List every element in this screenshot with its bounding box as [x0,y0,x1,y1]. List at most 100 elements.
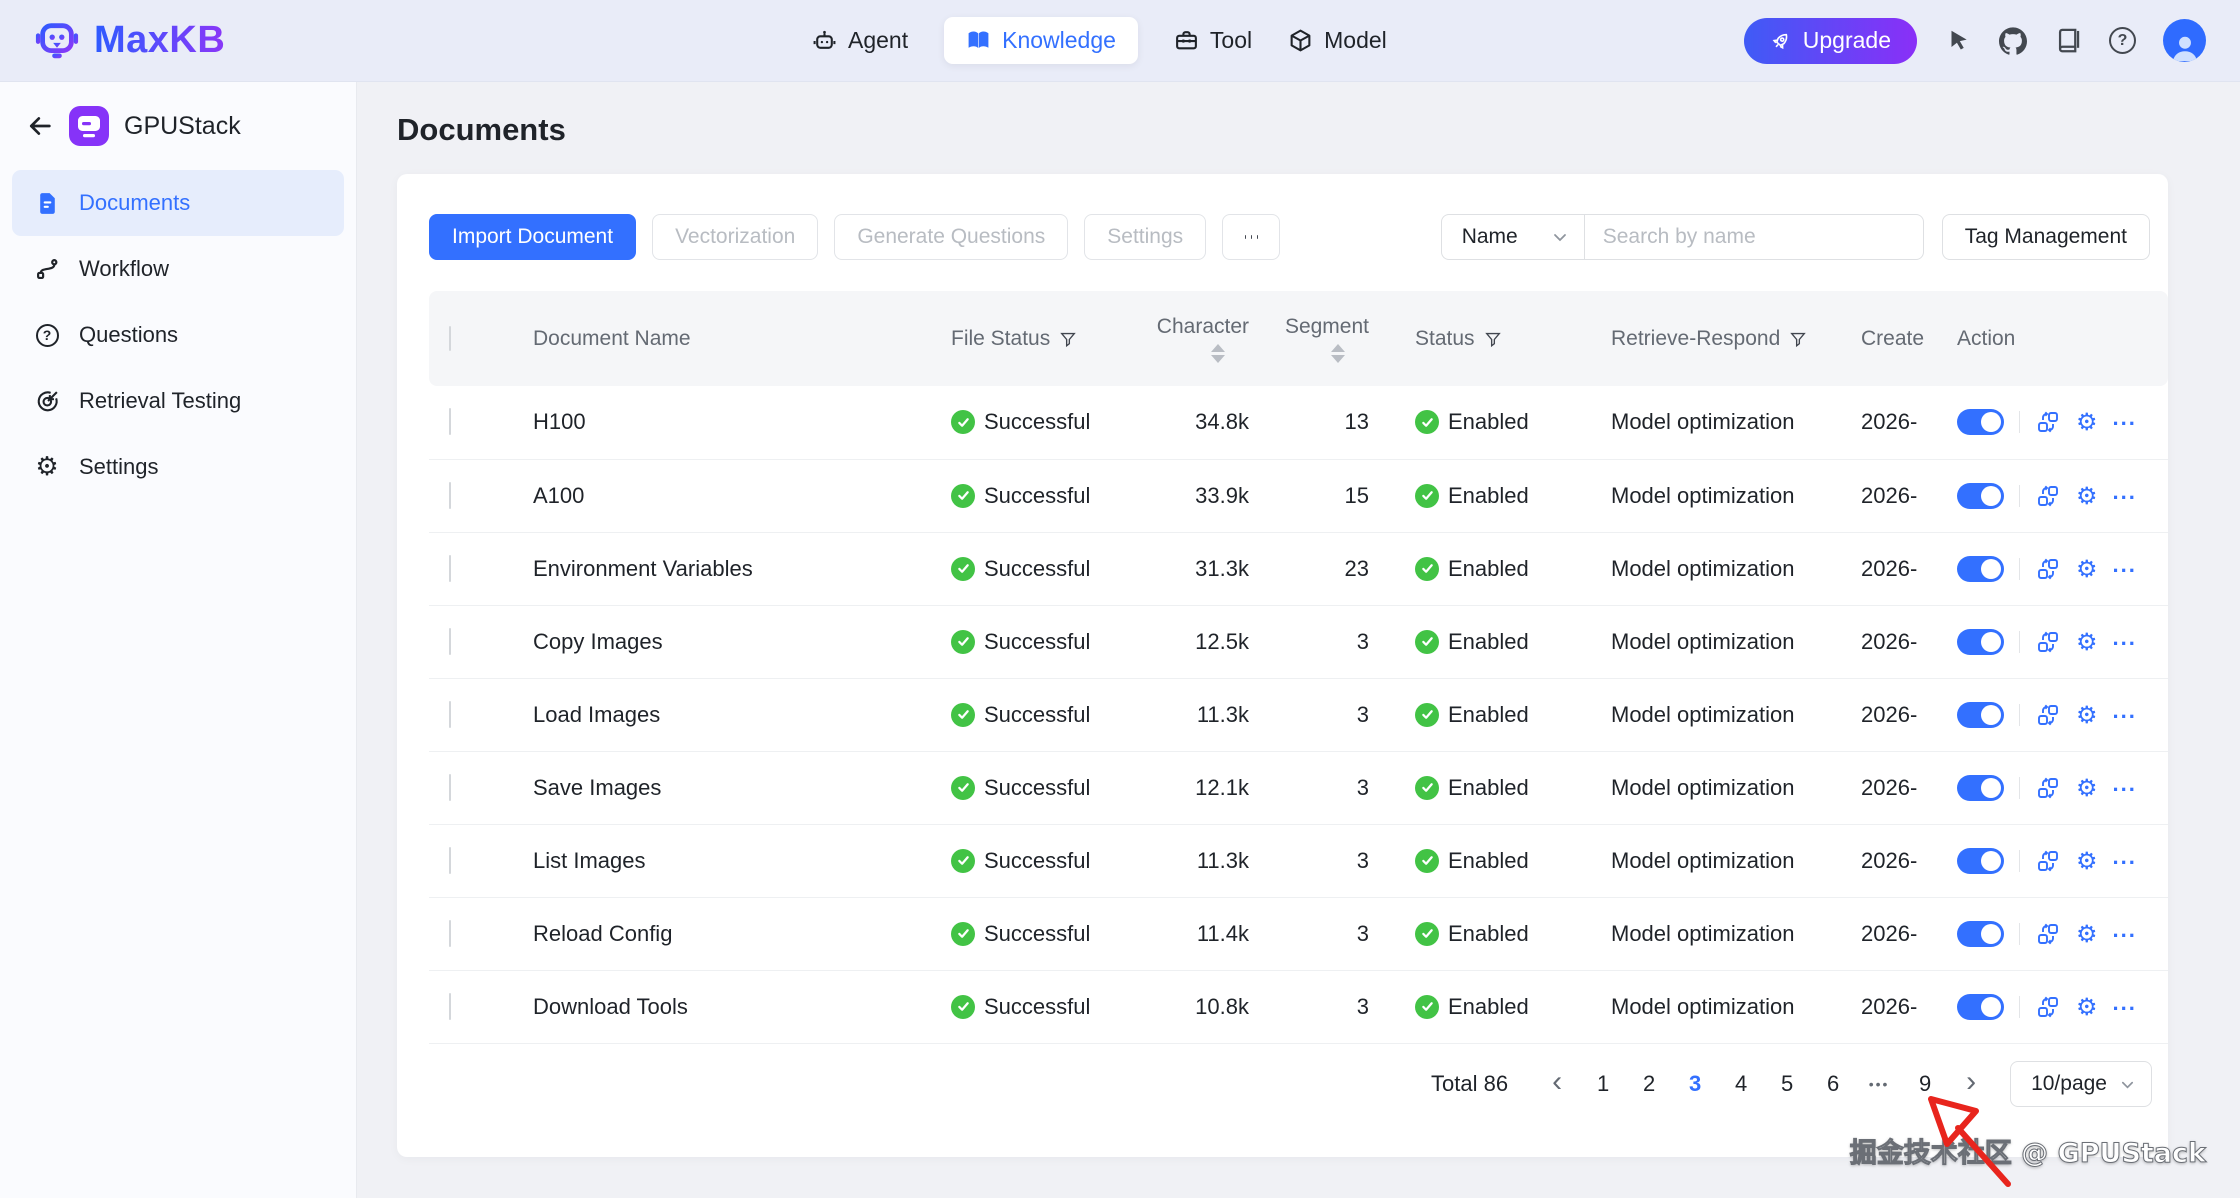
page-button[interactable]: 4 [1734,1071,1748,1096]
search-input[interactable] [1583,214,1924,260]
more-pages-button[interactable]: ••• [1868,1076,1890,1092]
enable-toggle[interactable] [1957,701,2004,728]
row-settings-gear-icon[interactable]: ⚙ [2076,846,2098,875]
regenerate-icon[interactable] [2035,775,2061,801]
row-settings-gear-icon[interactable]: ⚙ [2076,481,2098,510]
page-button-active[interactable]: 3 [1688,1071,1702,1096]
row-checkbox[interactable] [449,846,451,874]
cursor-pointer-icon[interactable] [1944,27,1972,55]
import-document-button[interactable]: Import Document [429,214,637,260]
sidebar-item-retrieval-testing[interactable]: Retrieval Testing [12,368,344,434]
document-name-cell[interactable]: Save Images [517,751,935,825]
document-name-cell[interactable]: H100 [517,386,935,460]
sort-carets[interactable] [1211,343,1225,363]
prev-page-button[interactable]: ‹ [1552,1065,1563,1098]
tag-management-button[interactable]: Tag Management [1941,214,2150,260]
next-page-button[interactable]: › [1966,1065,1977,1098]
success-check-icon [1415,556,1439,581]
regenerate-icon[interactable] [2035,702,2061,728]
row-more-icon[interactable]: ... [2112,843,2137,869]
row-settings-gear-icon[interactable]: ⚙ [2076,554,2098,583]
row-more-icon[interactable]: ... [2112,405,2137,431]
regenerate-icon[interactable] [2035,629,2061,655]
page-button[interactable]: 9 [1918,1071,1932,1096]
select-all-checkbox[interactable] [449,325,451,351]
sidebar-item-workflow[interactable]: Workflow [12,236,344,302]
enable-toggle[interactable] [1957,555,2004,582]
row-more-icon[interactable]: ... [2112,624,2137,650]
upgrade-button[interactable]: Upgrade [1743,17,1917,64]
github-icon[interactable] [1999,26,2027,55]
row-more-icon[interactable]: ... [2112,551,2137,577]
document-name-cell[interactable]: Copy Images [517,605,935,679]
tab-tool[interactable]: Tool [1174,27,1252,54]
enable-toggle[interactable] [1957,993,2004,1020]
row-settings-gear-icon[interactable]: ⚙ [2076,408,2098,437]
row-settings-gear-icon[interactable]: ⚙ [2076,627,2098,656]
enable-toggle[interactable] [1957,482,2004,509]
row-more-icon[interactable]: ... [2112,478,2137,504]
generate-questions-button[interactable]: Generate Questions [834,214,1069,260]
help-icon[interactable]: ? [2109,27,2136,54]
enable-toggle[interactable] [1957,774,2004,801]
regenerate-icon[interactable] [2035,556,2061,582]
row-settings-gear-icon[interactable]: ⚙ [2076,700,2098,729]
search-field-select[interactable]: Name [1440,214,1584,260]
row-more-icon[interactable]: ... [2112,770,2137,796]
enable-toggle[interactable] [1957,920,2004,947]
document-name-cell[interactable]: A100 [517,459,935,533]
row-checkbox[interactable] [449,992,451,1020]
regenerate-icon[interactable] [2035,848,2061,874]
page-button[interactable]: 1 [1596,1071,1610,1096]
row-settings-gear-icon[interactable]: ⚙ [2076,992,2098,1021]
page-size-select[interactable]: 10/page [2010,1061,2152,1107]
row-checkbox[interactable] [449,554,451,582]
row-checkbox[interactable] [449,919,451,947]
row-checkbox[interactable] [449,481,451,509]
col-document-name: Document Name [517,291,935,386]
row-more-icon[interactable]: ... [2112,697,2137,723]
sort-carets[interactable] [1331,343,1345,363]
document-name-cell[interactable]: Environment Variables [517,532,935,606]
avatar[interactable] [2163,19,2206,62]
enable-toggle[interactable] [1957,847,2004,874]
sidebar-item-documents[interactable]: Documents [12,170,344,236]
tab-agent[interactable]: Agent [812,27,908,54]
page-button[interactable]: 2 [1642,1071,1656,1096]
more-actions-button[interactable] [1222,214,1281,260]
settings-button[interactable]: Settings [1084,214,1207,260]
success-check-icon [951,629,975,654]
sidebar-item-settings[interactable]: ⚙ Settings [12,434,344,500]
row-checkbox[interactable] [449,700,451,728]
enable-toggle[interactable] [1957,628,2004,655]
enable-toggle[interactable] [1957,409,2004,436]
row-more-icon[interactable]: ... [2112,989,2137,1015]
col-status: Status [1385,291,1595,386]
row-checkbox[interactable] [449,773,451,801]
regenerate-icon[interactable] [2035,409,2061,435]
row-checkbox[interactable] [449,408,451,436]
docs-book-icon[interactable] [2054,27,2082,55]
document-name-cell[interactable]: Load Images [517,678,935,752]
filter-icon[interactable] [1059,330,1077,348]
document-name-cell[interactable]: List Images [517,824,935,898]
page-button[interactable]: 6 [1826,1071,1840,1096]
sidebar-item-questions[interactable]: ? Questions [12,302,344,368]
filter-icon[interactable] [1789,330,1807,348]
regenerate-icon[interactable] [2035,921,2061,947]
document-name-cell[interactable]: Reload Config [517,897,935,971]
regenerate-icon[interactable] [2035,994,2061,1020]
back-arrow-icon[interactable] [26,112,54,140]
filter-icon[interactable] [1484,330,1502,348]
row-settings-gear-icon[interactable]: ⚙ [2076,773,2098,802]
page-button[interactable]: 5 [1780,1071,1794,1096]
row-settings-gear-icon[interactable]: ⚙ [2076,919,2098,948]
regenerate-icon[interactable] [2035,483,2061,509]
document-name-cell[interactable]: Download Tools [517,970,935,1044]
document-icon [34,190,60,216]
vectorization-button[interactable]: Vectorization [652,214,819,260]
tab-model[interactable]: Model [1288,27,1387,54]
tab-knowledge[interactable]: Knowledge [944,17,1138,64]
row-checkbox[interactable] [449,627,451,655]
row-more-icon[interactable]: ... [2112,916,2137,942]
